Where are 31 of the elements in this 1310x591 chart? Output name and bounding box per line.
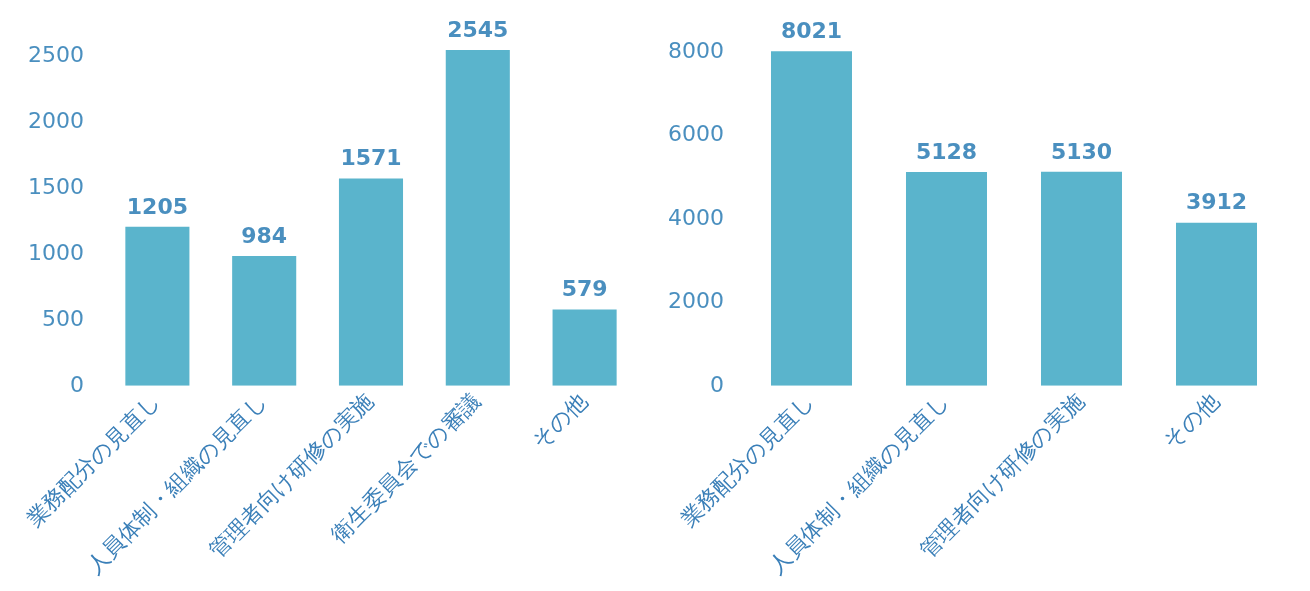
bar [1040, 171, 1122, 386]
bar [445, 49, 510, 386]
bar [338, 178, 404, 386]
data-label: 8021 [780, 18, 843, 44]
y-tick-label: 1500 [27, 173, 84, 199]
data-label: 5128 [915, 138, 978, 164]
data-label: 1205 [126, 193, 189, 219]
x-tick-label: その他 [1158, 388, 1225, 454]
y-tick-label: 1000 [27, 239, 84, 265]
y-tick-label: 4000 [667, 204, 724, 230]
data-label: 1571 [340, 145, 402, 171]
y-tick-label: 500 [41, 305, 84, 331]
bar [1176, 222, 1257, 386]
data-label: 984 [241, 222, 288, 248]
bar [125, 226, 190, 386]
bar [552, 309, 617, 386]
y-tick-label: 0 [709, 371, 724, 397]
y-tick-label: 2000 [27, 107, 84, 133]
y-tick-label: 2000 [667, 288, 724, 314]
bar [770, 51, 852, 386]
y-tick-label: 0 [69, 371, 84, 397]
y-tick-label: 6000 [667, 121, 724, 147]
x-tick-label: その他 [526, 388, 593, 454]
data-label: 579 [561, 276, 608, 302]
data-label: 5130 [1050, 138, 1113, 164]
bar [905, 171, 987, 386]
bar [232, 255, 297, 386]
y-tick-label: 2500 [27, 41, 84, 67]
y-tick-label: 8000 [667, 37, 724, 63]
data-label: 2545 [447, 16, 509, 42]
data-label: 3912 [1185, 189, 1248, 215]
